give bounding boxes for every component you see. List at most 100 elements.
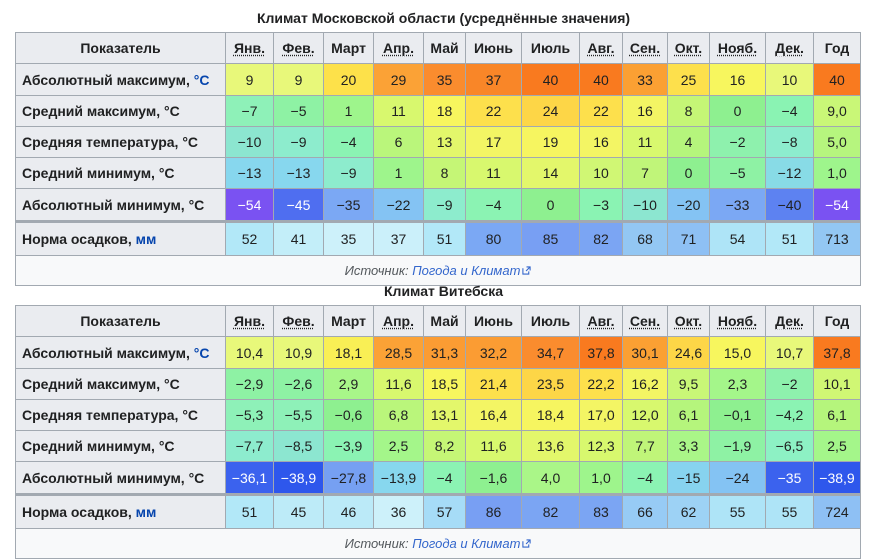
month-value-cell: −24 <box>709 461 766 495</box>
table-row: Средний максимум, °C −7 −5 1 11 18 22 24 22 16 8 0−… <box>15 95 861 127</box>
month-value-cell: −22 <box>373 188 424 222</box>
month-value-cell: −4 <box>622 461 668 495</box>
month-value-cell: 0 <box>709 95 766 127</box>
month-value-cell: −9 <box>423 188 466 222</box>
row-label: Средний минимум, °C <box>15 157 226 189</box>
month-value-cell: −38,9 <box>273 461 324 495</box>
unit-link[interactable]: мм <box>135 504 157 520</box>
month-value-cell: 22 <box>579 95 623 127</box>
row-label: Средняя температура, °C <box>15 126 226 158</box>
month-value-cell: −20 <box>667 188 710 222</box>
row-label-text: Абсолютный минимум, °C <box>22 196 205 213</box>
month-value-cell: −45 <box>273 188 324 222</box>
source-link[interactable]: Погода и Климат <box>412 263 521 278</box>
month-value-cell: −8,5 <box>273 430 324 462</box>
table-row: Средний минимум, °C −13 −13 −9 1 8 11 14 10 7 0 −5−… <box>15 157 861 189</box>
month-value-cell: −1,6 <box>465 461 522 495</box>
table-caption-vitebsk: Климат Витебска <box>384 283 503 299</box>
year-value-cell: 1,0 <box>813 157 861 189</box>
month-value-cell: 15,0 <box>709 336 766 369</box>
month-value-cell: 71 <box>667 220 710 256</box>
month-value-cell: 17 <box>465 126 522 158</box>
month-value-cell: −35 <box>765 461 814 495</box>
month-value-cell: 18,5 <box>423 368 466 400</box>
month-value-cell: 17,0 <box>579 399 623 431</box>
unit-link[interactable]: мм <box>135 231 157 247</box>
month-value-cell: 13,1 <box>423 399 466 431</box>
table-row: Средняя температура, °C −10 −9 −4 6 13 17 19 16 1… <box>15 126 861 158</box>
column-header: Нояб. <box>709 32 766 64</box>
month-value-cell: −10 <box>225 126 274 158</box>
year-value-cell: 9,0 <box>813 95 861 127</box>
row-label-text: Средний максимум, °C <box>22 376 180 392</box>
column-header: Янв. <box>225 32 274 64</box>
year-value-cell: 37,8 <box>813 336 861 369</box>
month-value-cell: 24,6 <box>667 336 710 369</box>
month-value-cell: 10 <box>765 63 814 96</box>
month-value-cell: −2 <box>765 368 814 400</box>
month-value-cell: 35 <box>423 63 466 96</box>
column-header: Март <box>323 32 374 64</box>
year-value-cell: −54 <box>813 188 861 222</box>
month-value-cell: 68 <box>622 220 668 256</box>
source-link[interactable]: Погода и Климат <box>412 536 521 551</box>
table-row: Средний максимум, °C −2,9 −2,6 2,9 11,6 18,5 2… <box>15 368 861 400</box>
month-value-cell: 3,3 <box>667 430 710 462</box>
month-value-cell: −7,7 <box>225 430 274 462</box>
month-value-cell: 16 <box>622 95 668 127</box>
table-row: Средний минимум, °C −7,7 −8,5 −3,9 2,5 8,2 11,… <box>15 430 861 462</box>
row-label-text: Средняя температура, °C <box>22 134 199 150</box>
column-header: Май <box>423 32 466 64</box>
month-value-cell: −40 <box>765 188 814 222</box>
row-label-text: Абсолютный максимум, <box>22 71 194 88</box>
row-label-text: Абсолютный минимум, °C <box>22 469 205 486</box>
month-value-cell: 6,8 <box>373 399 424 431</box>
month-value-cell: 28,5 <box>373 336 424 369</box>
column-header: Дек. <box>765 32 814 64</box>
month-value-cell: 1 <box>323 95 374 127</box>
column-header: Апр. <box>373 305 424 337</box>
month-value-cell: −13 <box>225 157 274 189</box>
month-value-cell: −1,9 <box>709 430 766 462</box>
month-value-cell: −2 <box>709 126 766 158</box>
month-value-cell: −4 <box>765 95 814 127</box>
month-value-cell: 16 <box>579 126 623 158</box>
column-header: Фев. <box>273 305 324 337</box>
month-value-cell: 11 <box>622 126 668 158</box>
month-value-cell: 37 <box>373 220 424 256</box>
column-header: Янв. <box>225 305 274 337</box>
table-caption-moscow: Климат Московской области (усреднённые з… <box>256 10 631 26</box>
month-value-cell: −0,6 <box>323 399 374 431</box>
month-value-cell: 10,9 <box>273 336 324 369</box>
month-value-cell: 2,9 <box>323 368 374 400</box>
row-label: Средний максимум, °C <box>15 368 226 400</box>
month-value-cell: 24 <box>521 95 580 127</box>
unit-link[interactable]: °C <box>193 344 210 361</box>
column-header: Авг. <box>579 32 623 64</box>
month-value-cell: 18,1 <box>323 336 374 369</box>
external-link-icon <box>522 539 532 548</box>
row-label: Абсолютный минимум, °C <box>15 188 226 222</box>
month-value-cell: 83 <box>579 493 623 529</box>
month-value-cell: −3,9 <box>323 430 374 462</box>
month-value-cell: 31,3 <box>423 336 466 369</box>
column-header: Год <box>813 305 861 337</box>
table-row: Абсолютный минимум, °C −54 −45 −35 −22 −9 −4 0−… <box>15 188 861 222</box>
month-value-cell: 29 <box>373 63 424 96</box>
month-value-cell: 85 <box>521 220 580 256</box>
month-value-cell: 4 <box>667 126 710 158</box>
month-value-cell: 0 <box>521 188 580 222</box>
table-row: Средняя температура, °C −5,3 −5,5 −0,6 6,8 13… <box>15 399 861 431</box>
month-value-cell: 25 <box>667 63 710 96</box>
month-value-cell: 1 <box>373 157 424 189</box>
source-label: Источник: <box>344 536 413 551</box>
month-value-cell: 37,8 <box>579 336 623 369</box>
column-header: Нояб. <box>709 305 766 337</box>
month-value-cell: 13,6 <box>521 430 580 462</box>
table-row: Норма осадков, мм 51 45 46 36 57 86 82 83 66 62 55 5… <box>15 493 861 529</box>
source-cell: Источник: Погода и Климат <box>15 255 861 286</box>
month-value-cell: 40 <box>521 63 580 96</box>
month-value-cell: −7 <box>225 95 274 127</box>
unit-link[interactable]: °C <box>193 71 210 88</box>
column-header: Апр. <box>373 32 424 64</box>
